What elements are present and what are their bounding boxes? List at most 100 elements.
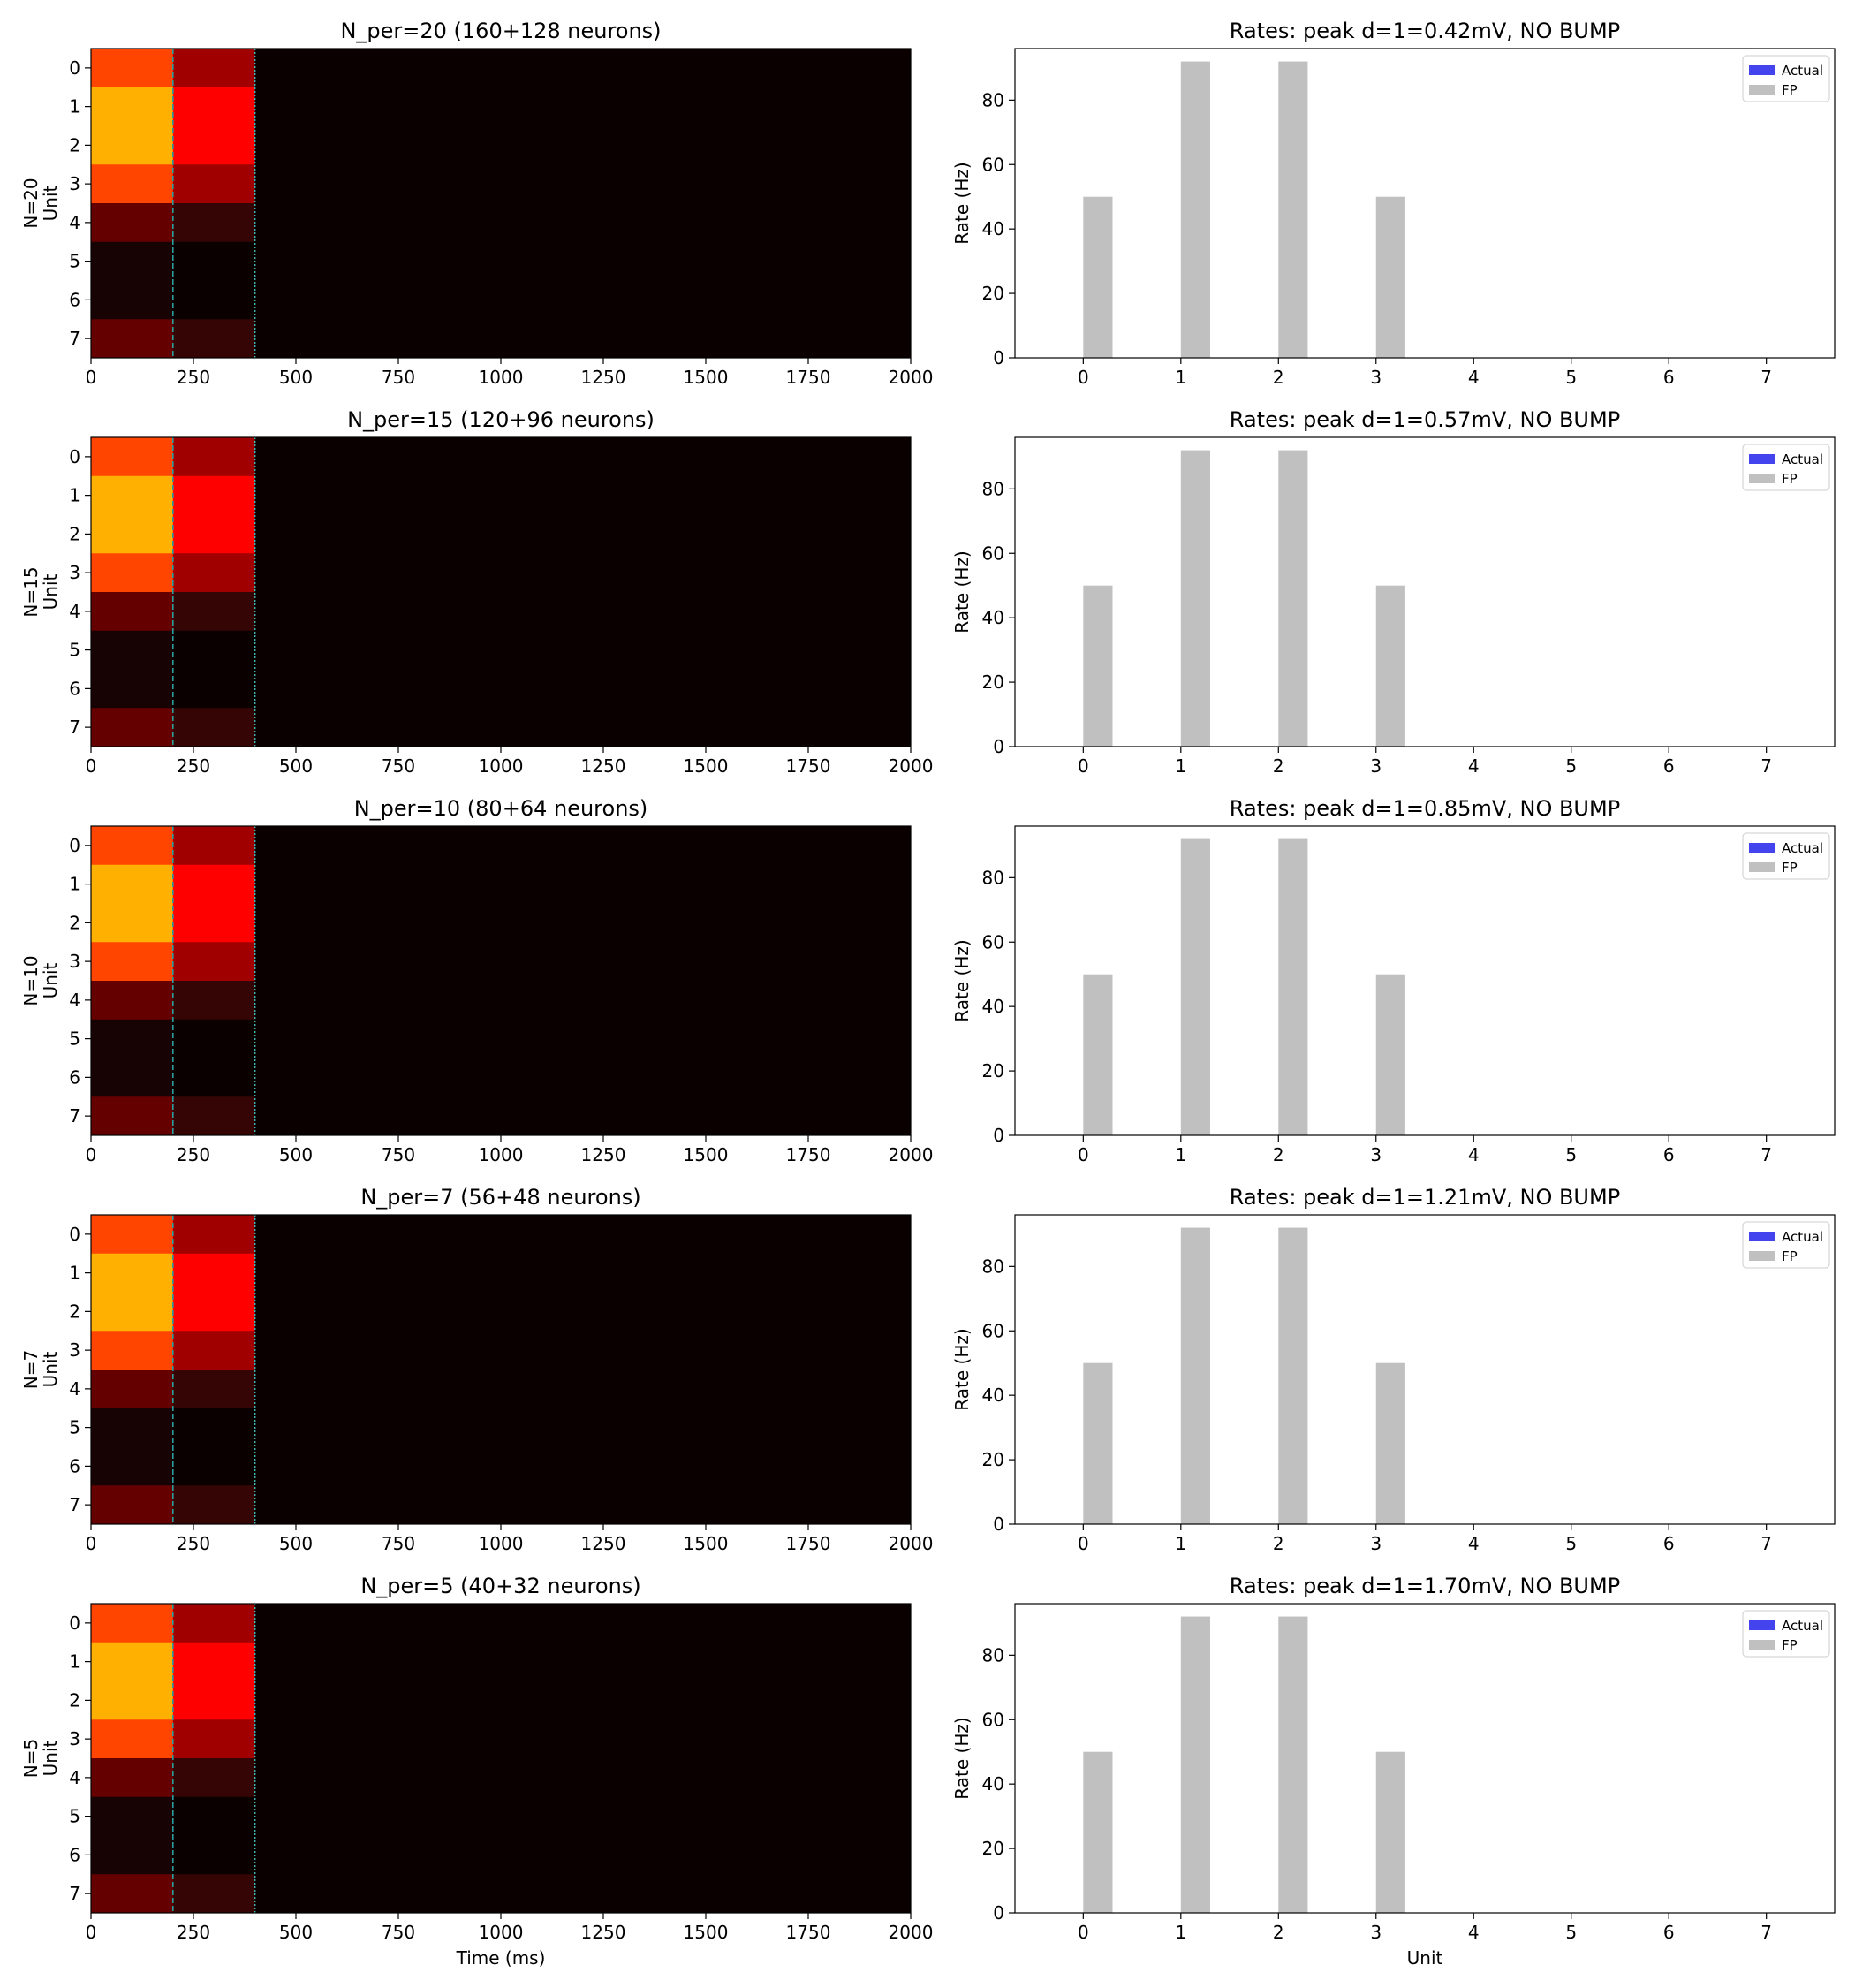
bar-fp <box>1375 585 1405 747</box>
y-tick-label: 20 <box>982 1060 1004 1081</box>
heatmap-cell <box>91 319 174 359</box>
legend-label-actual: Actual <box>1782 1618 1823 1634</box>
heatmap-title: N_per=10 (80+64 neurons) <box>354 796 648 821</box>
heatmap-cell <box>91 514 174 554</box>
heatmap-cell <box>91 87 174 126</box>
heatmap-cell <box>91 903 174 943</box>
heatmap-cell <box>91 1408 174 1447</box>
heatmap-cell <box>91 1681 174 1720</box>
x-tick-label: 3 <box>1370 755 1382 777</box>
x-tick-label: 6 <box>1663 1144 1675 1165</box>
x-tick-label: 2 <box>1273 1922 1284 1943</box>
x-tick-label: 1750 <box>786 1533 831 1554</box>
x-tick-label: 0 <box>1078 1922 1089 1943</box>
x-tick-label: 0 <box>86 1533 97 1554</box>
legend: Actual FP <box>1742 444 1830 491</box>
heatmap-cell <box>172 1446 256 1486</box>
x-tick-label: 0 <box>86 1144 97 1165</box>
x-tick-label: 2000 <box>889 1533 934 1554</box>
x-tick-label: 3 <box>1370 367 1382 388</box>
y-tick-label: 0 <box>69 1612 80 1634</box>
y-tick-label: 60 <box>982 1709 1004 1730</box>
y-tick-label: 2 <box>69 1689 80 1711</box>
heatmap-cell <box>172 1874 256 1914</box>
heatmap-cell <box>254 1370 912 1409</box>
y-tick-label: 80 <box>982 89 1004 110</box>
heatmap-cell <box>172 475 256 515</box>
x-tick-label: 5 <box>1565 1533 1577 1554</box>
y-tick-label: 0 <box>993 347 1004 368</box>
x-tick-label: 1250 <box>581 755 626 777</box>
heatmap-cell <box>91 1835 174 1875</box>
x-tick-label: 7 <box>1760 1533 1772 1554</box>
heatmap-ylabel: Unit <box>40 573 61 610</box>
y-tick-label: 1 <box>69 874 80 895</box>
bar-title: Rates: peak d=1=1.70mV, NO BUMP <box>1230 1574 1620 1598</box>
bar-fp <box>1083 1751 1113 1913</box>
heatmap-ylabel: Unit <box>40 1351 61 1387</box>
heatmap-cell <box>172 164 256 204</box>
legend-label-fp: FP <box>1782 471 1798 487</box>
x-tick-label: 1250 <box>581 1144 626 1165</box>
x-tick-label: 3 <box>1370 1922 1382 1943</box>
heatmap-cell <box>91 437 174 477</box>
bar-fp <box>1375 974 1405 1135</box>
heatmap-cell <box>172 1408 256 1447</box>
x-tick-label: 250 <box>177 1922 210 1943</box>
heatmap-cell <box>254 1446 912 1486</box>
y-tick-label: 60 <box>982 543 1004 564</box>
x-tick-label: 1 <box>1175 755 1186 777</box>
legend-label-fp: FP <box>1782 1637 1798 1653</box>
row-label: N=15 <box>20 566 42 617</box>
y-tick-label: 7 <box>69 328 80 349</box>
heatmap-cell <box>91 1642 174 1681</box>
legend-swatch-actual <box>1749 843 1775 853</box>
y-tick-label: 40 <box>982 1385 1004 1406</box>
x-tick-label: 1500 <box>684 1922 729 1943</box>
y-tick-label: 5 <box>69 1806 80 1827</box>
bar-ylabel: Rate (Hz) <box>951 939 973 1021</box>
x-tick-label: 750 <box>382 1533 415 1554</box>
x-tick-label: 1000 <box>479 755 524 777</box>
y-tick-label: 5 <box>69 251 80 272</box>
x-tick-label: 250 <box>177 755 210 777</box>
y-tick-label: 4 <box>69 1767 80 1788</box>
bar-fp <box>1180 1227 1210 1524</box>
x-tick-label: 2000 <box>889 1144 934 1165</box>
x-tick-label: 6 <box>1663 1922 1675 1943</box>
y-tick-label: 1 <box>69 1651 80 1673</box>
heatmap-title: N_per=5 (40+32 neurons) <box>360 1574 640 1598</box>
heatmap-cell <box>172 1604 256 1643</box>
x-tick-label: 2000 <box>889 1922 934 1943</box>
y-tick-label: 4 <box>69 1378 80 1400</box>
bar-title: Rates: peak d=1=1.21mV, NO BUMP <box>1230 1185 1620 1210</box>
heatmap-cell <box>254 708 912 747</box>
bar-panel-4: 0 1 2 3 4 5 6 7 0 20 40 60 80 Rates: peak d=1=1.70mV,… <box>951 1574 1836 1969</box>
legend-label-actual: Actual <box>1782 63 1823 79</box>
heatmap-cell <box>91 1058 174 1097</box>
heatmap-cell <box>254 475 912 515</box>
bar-fp <box>1180 450 1210 747</box>
heatmap-cell <box>91 164 174 204</box>
x-tick-label: 7 <box>1760 367 1772 388</box>
heatmap-cell <box>172 1215 256 1255</box>
x-tick-label: 1 <box>1175 1533 1186 1554</box>
x-tick-label: 750 <box>382 755 415 777</box>
heatmap-cell <box>172 87 256 126</box>
heatmap-cell <box>172 1096 256 1136</box>
heatmap-cell <box>254 864 912 904</box>
heatmap-cell <box>91 826 174 866</box>
heatmap-cell <box>254 1215 912 1255</box>
bar-fp <box>1278 61 1308 358</box>
x-tick-label: 5 <box>1565 367 1577 388</box>
x-tick-label: 1500 <box>684 755 729 777</box>
heatmap-cell <box>172 514 256 554</box>
bar-title: Rates: peak d=1=0.85mV, NO BUMP <box>1230 796 1620 821</box>
heatmap-cell <box>254 125 912 165</box>
heatmap-cell <box>91 981 174 1021</box>
y-tick-label: 80 <box>982 478 1004 499</box>
bar-fp <box>1278 1616 1308 1913</box>
legend-swatch-fp <box>1749 474 1775 483</box>
heatmap-cell <box>254 1796 912 1836</box>
x-tick-label: 5 <box>1565 1922 1577 1943</box>
